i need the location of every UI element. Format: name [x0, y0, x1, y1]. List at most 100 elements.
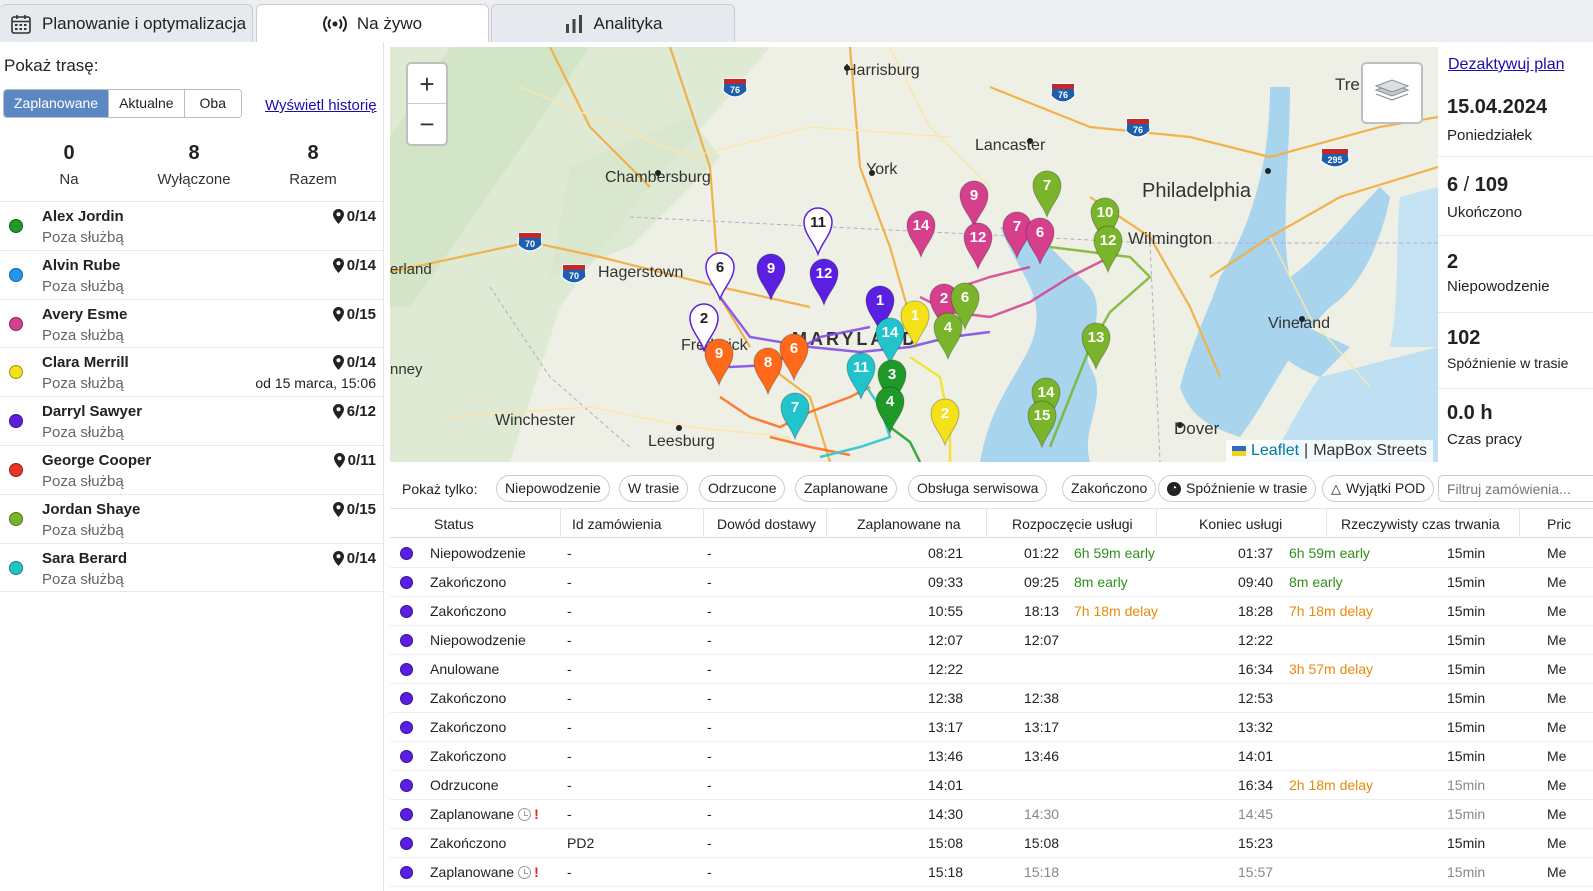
map-pin[interactable]: 12 — [963, 222, 993, 271]
map-pin[interactable]: 9 — [959, 180, 989, 229]
driver-row[interactable]: Sara Berard Poza służbą 0/14 — [0, 544, 384, 593]
tab-analytics[interactable]: Analityka — [491, 4, 735, 42]
col-planned[interactable]: Zaplanowane na — [857, 516, 961, 532]
col-pod[interactable]: Dowód dostawy — [717, 516, 816, 532]
cell-start: 15:08 — [1024, 835, 1060, 851]
filter-failed[interactable]: Niepowodzenie — [496, 475, 610, 502]
alert-icon: ! — [534, 806, 539, 822]
map-pin[interactable]: 9 — [756, 253, 786, 302]
map-pin[interactable]: 12 — [1093, 225, 1123, 274]
zoom-out-button[interactable]: − — [419, 109, 435, 139]
map-pin[interactable]: 7 — [780, 392, 810, 441]
col-actual-duration[interactable]: Rzeczywisty czas trwania — [1341, 516, 1500, 532]
cell-planned: 15:08 — [928, 835, 964, 851]
map-canvas[interactable]: 76 76 76 295 70 70 HarrisburgLancasterTr… — [390, 47, 1438, 462]
map-pin[interactable]: 1 — [900, 300, 930, 349]
driver-row[interactable]: Darryl Sawyer Poza służbą 6/12 — [0, 397, 384, 446]
map-pin[interactable]: 6 — [779, 333, 809, 382]
cell-end-note: 3h 57m delay — [1289, 661, 1374, 677]
map-pin[interactable]: 4 — [933, 312, 963, 361]
driver-row[interactable]: Avery Esme Poza służbą 0/15 — [0, 300, 384, 349]
col-status[interactable]: Status — [434, 516, 474, 532]
table-row[interactable]: Zakończono - - 10:55 18:13 7h 18m delay … — [390, 597, 1593, 626]
map-pin[interactable]: 14 — [906, 210, 936, 259]
cell-end: 15:23 — [1238, 835, 1274, 851]
segment-both[interactable]: Oba — [184, 90, 242, 117]
map-pin[interactable]: 11 — [803, 207, 833, 257]
table-row[interactable]: Zaplanowane! - - 15:18 15:18 15:57 15min… — [390, 858, 1593, 887]
summary-date: 15.04.2024 Poniedziałek — [1438, 84, 1593, 157]
leaflet-link[interactable]: Leaflet — [1251, 442, 1300, 459]
driver-row[interactable]: Clara Merrill Poza służbą 0/14 od 15 mar… — [0, 348, 384, 398]
table-row[interactable]: Odrzucone - - 14:01 16:34 2h 18m delay 1… — [390, 771, 1593, 800]
summary-failures: 2 Niepowodzenie — [1438, 236, 1593, 313]
cell-planned: 08:21 — [928, 545, 964, 561]
map-pin[interactable]: 6 — [705, 252, 735, 302]
col-price[interactable]: Pric — [1547, 516, 1572, 532]
deactivate-plan-link[interactable]: Dezaktywuj plan — [1448, 56, 1565, 73]
map-pin[interactable]: 1 — [865, 285, 895, 334]
city-dot — [1177, 422, 1183, 428]
map-pin[interactable]: 11 — [846, 352, 876, 401]
filter-completed[interactable]: Zakończono — [1062, 475, 1157, 502]
driver-row[interactable]: George Cooper Poza służbą 0/11 — [0, 446, 384, 495]
order-filter-input[interactable] — [1438, 475, 1593, 502]
tab-live[interactable]: Na żywo — [256, 4, 489, 42]
map-pin[interactable]: 6 — [1025, 217, 1055, 266]
map-pin[interactable]: 14 — [875, 317, 905, 366]
filter-pod-label: Wyjątki POD — [1346, 480, 1426, 496]
table-row[interactable]: Zakończono - - 13:17 13:17 13:32 15min M… — [390, 713, 1593, 742]
status-dot — [400, 750, 413, 763]
cell-end: 16:34 — [1238, 777, 1274, 793]
col-service-end[interactable]: Koniec usługi — [1199, 516, 1283, 532]
driver-capacity: 0/15 — [332, 501, 376, 518]
filter-late[interactable]: ◔ Spóźnienie w trasie — [1158, 475, 1317, 502]
map-pin[interactable]: 2 — [689, 303, 719, 353]
map-pin[interactable]: 13 — [1081, 322, 1111, 371]
col-order-id[interactable]: Id zamówienia — [572, 516, 662, 532]
cell-duration: 15min — [1447, 661, 1486, 677]
view-history-link[interactable]: Wyświetl historię — [265, 97, 377, 114]
map-pin[interactable]: 6 — [950, 282, 980, 331]
tab-planning[interactable]: Planowanie i optymalizacja — [0, 4, 253, 42]
zoom-in-button[interactable]: + — [408, 64, 446, 104]
table-row[interactable]: Niepowodzenie - - 08:21 01:22 6h 59m ear… — [390, 539, 1593, 568]
segment-actual[interactable]: Aktualne — [109, 90, 185, 117]
mapbox-attribution: MapBox Streets — [1313, 442, 1428, 459]
map-pin[interactable]: 15 — [1027, 400, 1057, 449]
location-pin-icon — [332, 404, 344, 420]
map-pin[interactable]: 7 — [1032, 170, 1062, 219]
table-row[interactable]: Zakończono PD2 - 15:08 15:08 15:23 15min… — [390, 829, 1593, 858]
segment-planned[interactable]: Zaplanowane — [4, 90, 110, 117]
alert-icon: ! — [534, 864, 539, 880]
driver-row[interactable]: Alex Jordin Poza służbą 0/14 — [0, 202, 384, 251]
svg-text:70: 70 — [525, 239, 535, 249]
map-pin[interactable]: 4 — [875, 386, 905, 435]
filter-en-route[interactable]: W trasie — [619, 475, 689, 502]
filter-service[interactable]: Obsługa serwisowa — [908, 475, 1048, 502]
map-pin[interactable]: 9 — [704, 338, 734, 387]
map[interactable]: 76 76 76 295 70 70 HarrisburgLancasterTr… — [390, 47, 1438, 462]
map-pin[interactable]: 3 — [877, 359, 907, 408]
col-service-start[interactable]: Rozpoczęcie usługi — [1012, 516, 1133, 532]
table-row[interactable]: Anulowane - - 12:22 16:34 3h 57m delay 1… — [390, 655, 1593, 684]
driver-row[interactable]: Alvin Rube Poza służbą 0/14 — [0, 251, 384, 300]
status-dot — [400, 837, 413, 850]
table-row[interactable]: Zaplanowane! - - 14:30 14:30 14:45 15min… — [390, 800, 1593, 829]
cell-status: Anulowane — [430, 661, 500, 677]
map-pin[interactable]: 8 — [753, 347, 783, 396]
table-row[interactable]: Zakończono - - 12:38 12:38 12:53 15min M… — [390, 684, 1593, 713]
filter-rejected[interactable]: Odrzucone — [699, 475, 786, 502]
table-row[interactable]: Niepowodzenie - - 12:07 12:07 12:22 15mi… — [390, 626, 1593, 655]
driver-status: Poza służbą — [42, 375, 124, 393]
driver-row[interactable]: Jordan Shaye Poza służbą 0/15 — [0, 495, 384, 544]
map-pin[interactable]: 12 — [809, 258, 839, 307]
layers-button[interactable] — [1361, 62, 1423, 124]
map-pin[interactable]: 10 — [1090, 197, 1120, 246]
cell-end: 14:45 — [1238, 806, 1274, 822]
table-row[interactable]: Zakończono - - 13:46 13:46 14:01 15min M… — [390, 742, 1593, 771]
filter-planned[interactable]: Zaplanowane — [795, 475, 898, 502]
map-pin[interactable]: 2 — [930, 398, 960, 447]
filter-pod-exceptions[interactable]: △ Wyjątki POD — [1322, 475, 1435, 502]
table-row[interactable]: Zakończono - - 09:33 09:25 8m early 09:4… — [390, 568, 1593, 597]
